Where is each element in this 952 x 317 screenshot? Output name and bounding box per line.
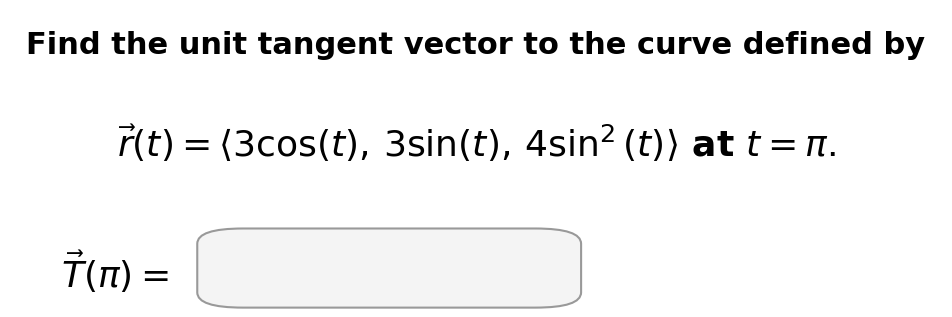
Text: $\vec{r}(t) = \langle 3\cos(t),\, 3\sin(t),\, 4\sin^2(t) \rangle$ at $t = \pi.$: $\vec{r}(t) = \langle 3\cos(t),\, 3\sin(… xyxy=(116,123,836,164)
Text: $\vec{T}(\pi) =$: $\vec{T}(\pi) =$ xyxy=(61,248,169,294)
FancyBboxPatch shape xyxy=(197,229,581,307)
Text: Find the unit tangent vector to the curve defined by: Find the unit tangent vector to the curv… xyxy=(27,31,925,60)
